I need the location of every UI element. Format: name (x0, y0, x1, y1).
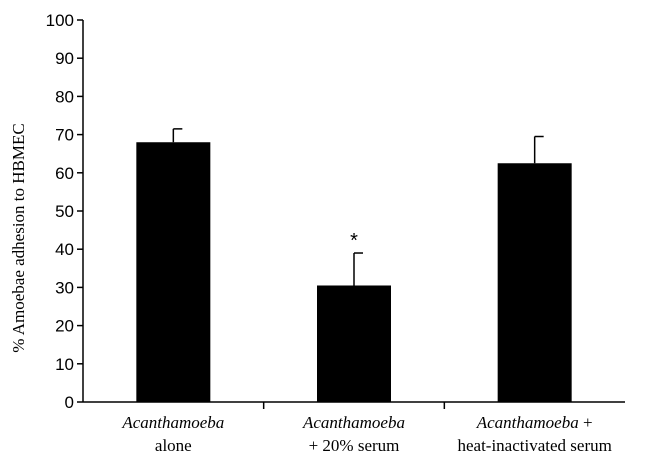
category-label-1-line1: Acanthamoeba (121, 413, 224, 432)
y-tick-label-50: 50 (55, 202, 74, 221)
annotations: * (350, 230, 358, 252)
bars (136, 142, 572, 403)
y-tick-label-90: 90 (55, 49, 74, 68)
y-tick-label-60: 60 (55, 164, 74, 183)
category-label-3-organism: Acanthamoeba (476, 413, 579, 432)
y-axis-label: % Amoebae adhesion to HBMEC (9, 123, 28, 352)
error-bars (172, 128, 544, 286)
bar-2 (317, 285, 391, 402)
category-label-3-line1: Acanthamoeba + (476, 413, 593, 432)
y-tick-label-0: 0 (65, 393, 74, 412)
category-label-1-organism: Acanthamoeba (121, 413, 224, 432)
y-tick-label-80: 80 (55, 87, 74, 106)
y-tick-label-30: 30 (55, 278, 74, 297)
category-label-2-organism: Acanthamoeba (302, 413, 405, 432)
bar-3 (497, 163, 572, 402)
significance-marker-2: * (350, 230, 358, 252)
y-tick-label-70: 70 (55, 126, 74, 145)
y-tick-label-100: 100 (46, 11, 74, 30)
category-label-2-line2: + 20% serum (309, 436, 400, 455)
y-axis: 0 10 20 30 40 50 60 70 80 90 100 (46, 11, 84, 412)
x-axis: Acanthamoeba alone Acanthamoeba + 20% serum… (83, 401, 625, 455)
category-label-3-line2: heat-inactivated serum (457, 436, 611, 455)
bar-1 (136, 142, 211, 403)
y-tick-label-40: 40 (55, 240, 74, 259)
category-label-3-plus: + (579, 413, 593, 432)
category-label-1-line2: alone (155, 436, 192, 455)
y-tick-label-20: 20 (55, 317, 74, 336)
y-tick-label-10: 10 (55, 355, 74, 374)
category-label-2-line1: Acanthamoeba (302, 413, 405, 432)
